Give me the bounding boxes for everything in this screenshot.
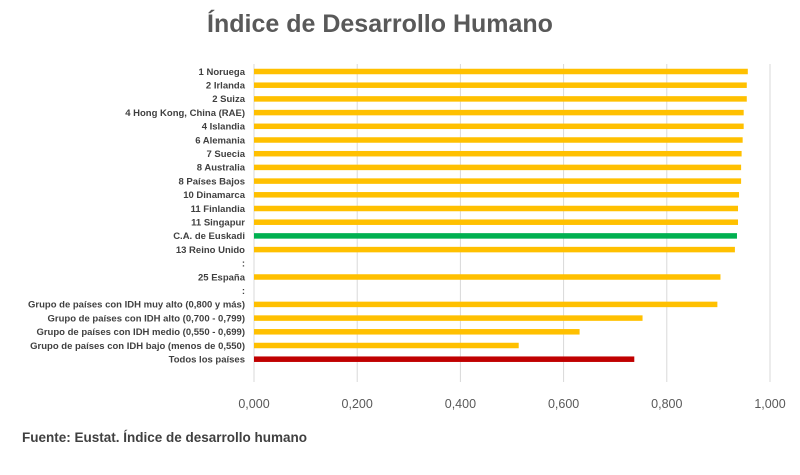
bar <box>254 150 742 157</box>
category-label: 6 Alemania <box>195 135 246 146</box>
source-note: Fuente: Eustat. Índice de desarrollo hum… <box>22 430 308 445</box>
category-label: 13 Reino Unido <box>176 245 245 256</box>
bar <box>254 342 519 349</box>
bar <box>254 219 739 225</box>
bar <box>254 137 743 143</box>
category-label: : <box>242 286 245 297</box>
category-label: 4 Hong Kong, China (RAE) <box>125 108 245 119</box>
bar <box>254 274 721 280</box>
bar <box>254 96 747 102</box>
category-label: Todos los países <box>169 355 245 366</box>
x-tick-label: 0,200 <box>342 397 373 411</box>
category-label: 8 Australia <box>197 163 246 174</box>
category-label: 1 Noruega <box>199 67 246 78</box>
category-label: 2 Suiza <box>212 94 245 105</box>
category-label: 2 Irlanda <box>206 81 246 92</box>
bar <box>254 205 739 212</box>
category-label: Grupo de países con IDH medio (0,550 - 0… <box>36 327 245 338</box>
category-label: 4 Islandia <box>202 122 246 133</box>
x-tick-label: 0,400 <box>445 397 476 411</box>
bar <box>254 356 635 362</box>
bar <box>254 82 747 88</box>
bar <box>254 192 740 198</box>
bar <box>254 329 580 335</box>
category-label: 10 Dinamarca <box>183 190 246 201</box>
bar <box>254 123 744 130</box>
bar <box>254 164 742 171</box>
bar <box>254 315 643 321</box>
category-label: 8 Países Bajos <box>178 176 245 187</box>
category-label: C.A. de Euskadi <box>173 231 245 242</box>
category-label: Grupo de países con IDH bajo (menos de 0… <box>30 341 245 352</box>
bar <box>254 233 737 239</box>
x-tick-label: 0,000 <box>238 397 269 411</box>
chart-title: Índice de Desarrollo Humano <box>207 10 553 38</box>
x-tick-label: 1,000 <box>754 397 785 411</box>
category-label: : <box>242 259 245 270</box>
category-label: 25 España <box>198 272 246 283</box>
bar <box>254 109 744 116</box>
category-label: 7 Suecia <box>206 149 245 160</box>
x-tick-label: 0,800 <box>651 397 682 411</box>
bar <box>254 178 742 184</box>
bar <box>254 68 748 75</box>
x-tick-label: 0,600 <box>548 397 579 411</box>
category-label: 11 Singapur <box>191 218 245 229</box>
category-label: Grupo de países con IDH alto (0,700 - 0,… <box>48 313 245 324</box>
category-label: Grupo de países con IDH muy alto (0,800 … <box>28 300 245 311</box>
bar <box>254 246 735 253</box>
category-label: 11 Finlandia <box>191 204 246 215</box>
bar <box>254 301 718 308</box>
